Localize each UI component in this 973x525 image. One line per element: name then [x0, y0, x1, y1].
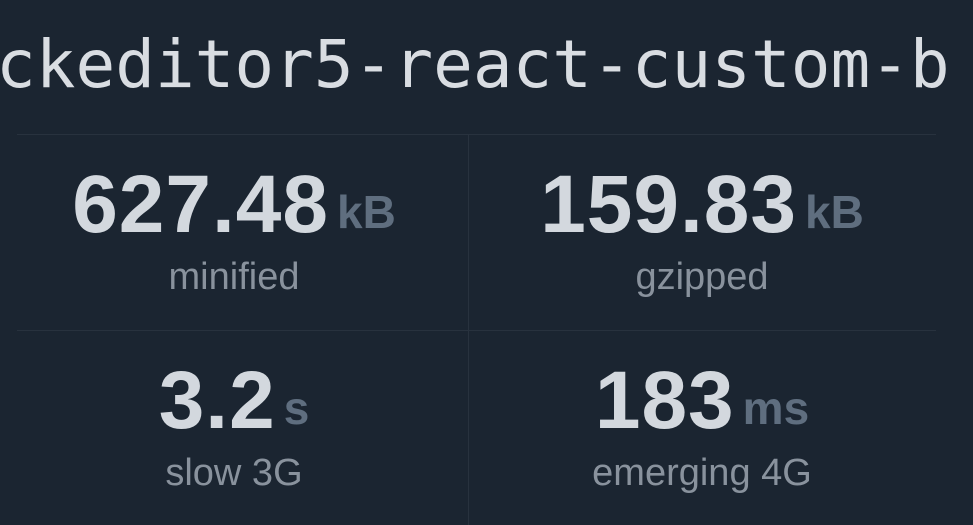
- divider-vertical: [468, 134, 469, 525]
- stat-gzipped-label: gzipped: [635, 256, 769, 299]
- stat-emerging-4g-unit: ms: [742, 381, 810, 434]
- stat-emerging-4g: 183 ms emerging 4G: [468, 330, 936, 525]
- package-name-title: ckeditor5-react-custom-b: [0, 26, 950, 103]
- stat-slow-3g-value-row: 3.2 s: [158, 354, 310, 446]
- stat-emerging-4g-label: emerging 4G: [592, 451, 812, 494]
- stat-slow-3g-label: slow 3G: [165, 451, 303, 494]
- stat-minified-label: minified: [168, 256, 300, 299]
- stat-slow-3g: 3.2 s slow 3G: [0, 330, 468, 525]
- stat-emerging-4g-value-row: 183 ms: [594, 354, 810, 446]
- stat-slow-3g-value: 3.2: [158, 354, 276, 446]
- stat-minified-value-row: 627.48 kB: [72, 164, 396, 246]
- stat-emerging-4g-value: 183: [594, 354, 735, 446]
- stat-slow-3g-unit: s: [283, 381, 310, 434]
- stat-minified: 627.48 kB minified: [0, 134, 468, 330]
- divider-top: [17, 134, 936, 135]
- stat-gzipped-value-row: 159.83 kB: [540, 164, 864, 246]
- stat-gzipped-value: 159.83: [540, 159, 797, 251]
- stat-gzipped-unit: kB: [805, 186, 864, 239]
- stat-gzipped: 159.83 kB gzipped: [468, 134, 936, 330]
- stat-minified-unit: kB: [337, 186, 396, 239]
- stat-minified-value: 627.48: [72, 159, 329, 251]
- divider-middle: [17, 330, 936, 331]
